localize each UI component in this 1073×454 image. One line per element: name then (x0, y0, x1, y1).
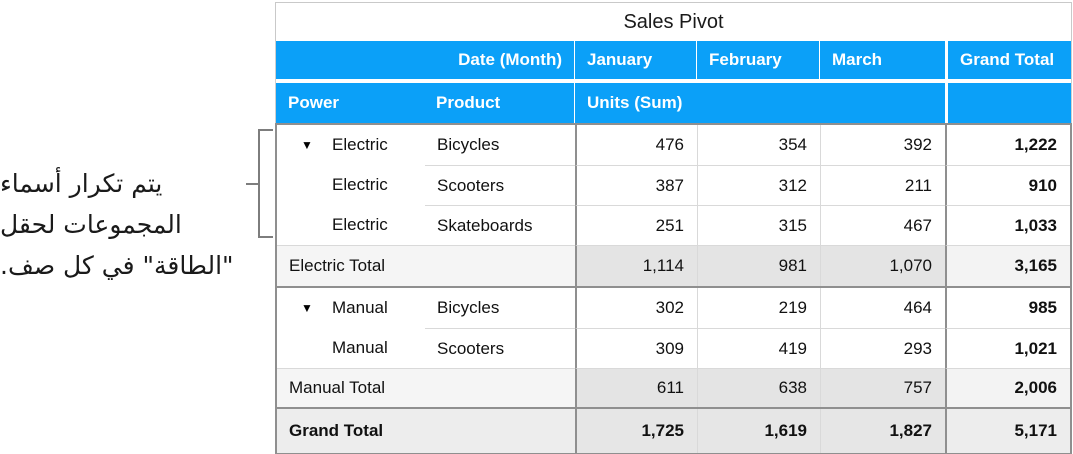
header-grand-total[interactable]: Grand Total (945, 41, 1071, 79)
february-value[interactable]: 312 (697, 165, 820, 205)
annotation-line-3: "الطاقة" في كل صف. (0, 251, 234, 280)
row-total-value[interactable]: 1,222 (945, 125, 1070, 165)
disclosure-triangle-icon[interactable]: ▼ (301, 301, 313, 315)
january-value[interactable]: 387 (575, 165, 697, 205)
table-title[interactable]: Sales Pivot (275, 2, 1072, 41)
table-body: ▼ Electric Bicycles 476 354 392 1,222 El… (275, 123, 1072, 454)
subtotal-grand-value[interactable]: 3,165 (945, 245, 1070, 286)
power-cell[interactable]: Electric (277, 205, 425, 245)
grand-total-row: Grand Total 1,725 1,619 1,827 5,171 (277, 409, 1070, 453)
callout-annotation: يتم تكرار أسماء المجموعات لحقل "الطاقة" … (0, 163, 246, 286)
table-row: ▼ Electric Bicycles 476 354 392 1,222 (277, 125, 1070, 165)
product-cell[interactable]: Skateboards (425, 205, 575, 245)
february-subtotal[interactable]: 981 (697, 245, 820, 286)
table-row: Manual Scooters 309 419 293 1,021 (277, 328, 1070, 368)
group-separator (277, 407, 1070, 409)
february-value[interactable]: 315 (697, 205, 820, 245)
callout-bracket-line (258, 129, 260, 238)
row-total-value[interactable]: 985 (945, 288, 1070, 328)
header-january[interactable]: January (574, 41, 696, 79)
annotation-line-1: يتم تكرار أسماء (0, 169, 163, 198)
february-value[interactable]: 354 (697, 125, 820, 165)
header-february[interactable]: February (696, 41, 819, 79)
march-subtotal[interactable]: 1,070 (820, 245, 945, 286)
power-label: Electric (332, 215, 388, 234)
power-cell[interactable]: ▼ Electric (277, 125, 425, 165)
power-label: Manual (332, 298, 388, 317)
table-row: ▼ Manual Bicycles 302 219 464 985 (277, 288, 1070, 328)
pivot-table: Sales Pivot Date (Month) January Februar… (275, 2, 1072, 454)
callout-bracket-bottom-tick (258, 236, 273, 238)
january-value[interactable]: 476 (575, 125, 697, 165)
january-subtotal[interactable]: 1,114 (575, 245, 697, 286)
power-label: Manual (332, 338, 388, 357)
march-value[interactable]: 467 (820, 205, 945, 245)
march-grand-total[interactable]: 1,827 (820, 409, 945, 453)
january-subtotal[interactable]: 611 (575, 368, 697, 407)
annotation-line-2: المجموعات لحقل (0, 210, 182, 239)
february-value[interactable]: 219 (697, 288, 820, 328)
table-header: Date (Month) January February March Gran… (275, 41, 1072, 123)
product-cell[interactable]: Scooters (425, 328, 575, 368)
power-cell[interactable]: ▼ Manual (277, 288, 425, 328)
table-row: Electric Skateboards 251 315 467 1,033 (277, 205, 1070, 245)
march-subtotal[interactable]: 757 (820, 368, 945, 407)
row-total-value[interactable]: 910 (945, 165, 1070, 205)
power-cell[interactable]: Electric (277, 165, 425, 205)
group-separator (277, 286, 1070, 288)
disclosure-triangle-icon[interactable]: ▼ (301, 138, 313, 152)
february-value[interactable]: 419 (697, 328, 820, 368)
march-value[interactable]: 293 (820, 328, 945, 368)
callout-bracket-connector (246, 183, 258, 185)
header-power[interactable]: Power (276, 83, 424, 123)
march-value[interactable]: 392 (820, 125, 945, 165)
power-cell[interactable]: Manual (277, 328, 425, 368)
grand-total-label[interactable]: Grand Total (277, 409, 575, 453)
grand-total-value[interactable]: 5,171 (945, 409, 1070, 453)
january-grand-total[interactable]: 1,725 (575, 409, 697, 453)
product-cell[interactable]: Bicycles (425, 288, 575, 328)
row-total-value[interactable]: 1,021 (945, 328, 1070, 368)
header-march[interactable]: March (819, 41, 945, 79)
february-subtotal[interactable]: 638 (697, 368, 820, 407)
january-value[interactable]: 302 (575, 288, 697, 328)
header-grand-total-blank[interactable] (945, 83, 1071, 123)
march-value[interactable]: 211 (820, 165, 945, 205)
header-date-month[interactable]: Date (Month) (276, 41, 574, 79)
table-row: Electric Scooters 387 312 211 910 (277, 165, 1070, 205)
header-units-sum[interactable]: Units (Sum) (574, 83, 945, 123)
march-value[interactable]: 464 (820, 288, 945, 328)
callout-bracket-top-tick (258, 129, 273, 131)
january-value[interactable]: 309 (575, 328, 697, 368)
power-label: Electric (332, 135, 388, 154)
header-divider (276, 79, 1071, 83)
subtotal-row: Electric Total 1,114 981 1,070 3,165 (277, 245, 1070, 286)
subtotal-grand-value[interactable]: 2,006 (945, 368, 1070, 407)
january-value[interactable]: 251 (575, 205, 697, 245)
product-cell[interactable]: Bicycles (425, 125, 575, 165)
subtotal-row: Manual Total 611 638 757 2,006 (277, 368, 1070, 407)
product-cell[interactable]: Scooters (425, 165, 575, 205)
subtotal-label[interactable]: Manual Total (277, 368, 575, 407)
row-total-value[interactable]: 1,033 (945, 205, 1070, 245)
february-grand-total[interactable]: 1,619 (697, 409, 820, 453)
subtotal-label[interactable]: Electric Total (277, 245, 575, 286)
header-product[interactable]: Product (424, 83, 574, 123)
power-label: Electric (332, 175, 388, 194)
